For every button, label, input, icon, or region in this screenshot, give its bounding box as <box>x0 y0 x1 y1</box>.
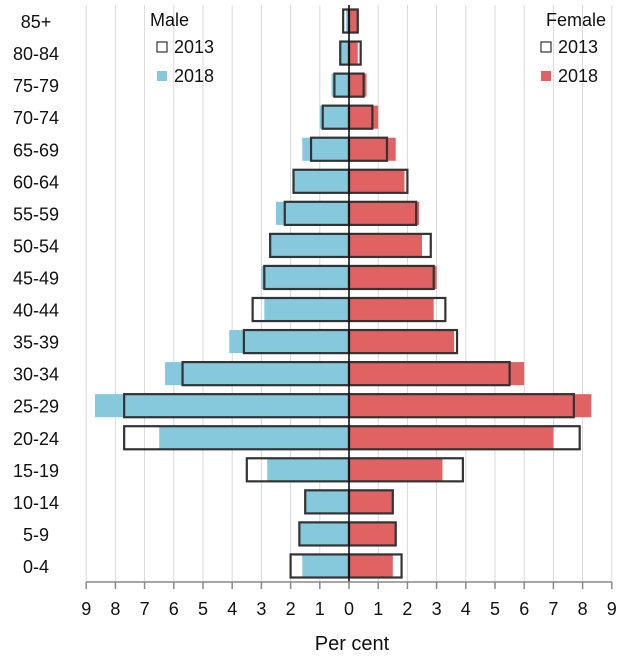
y-tick-label: 50-54 <box>13 236 59 256</box>
bar-female-2018 <box>349 490 393 514</box>
bar-female-2018 <box>349 458 443 482</box>
bar-female-2018 <box>349 554 393 578</box>
y-tick-label: 35-39 <box>13 333 59 353</box>
bar-male-2018 <box>165 362 349 386</box>
x-tick-label: 8 <box>578 599 588 619</box>
bar-male-2018 <box>270 233 349 257</box>
x-tick-label: 1 <box>373 599 383 619</box>
bar-female-2018 <box>349 137 396 161</box>
legend-male-2018-label: 2018 <box>174 66 214 86</box>
y-tick-label: 5-9 <box>23 525 49 545</box>
bar-female-2018 <box>349 105 379 129</box>
bar-female-2018 <box>349 9 358 33</box>
x-tick-label: 5 <box>490 599 500 619</box>
bar-male-2018 <box>276 201 349 225</box>
legend-female-2018-swatch <box>541 71 551 81</box>
bar-male-2018 <box>94 394 350 418</box>
legend-female-2013-label: 2013 <box>558 37 598 57</box>
legend-male-2013-label: 2013 <box>174 37 214 57</box>
bars-2018 <box>94 9 592 578</box>
bar-male-2018 <box>346 9 349 33</box>
bar-female-2018 <box>349 330 455 354</box>
y-tick-label: 55-59 <box>13 204 59 224</box>
x-tick-label: 8 <box>110 599 120 619</box>
bar-male-2018 <box>264 297 349 322</box>
y-tick-label: 20-24 <box>13 429 59 449</box>
x-tick-label: 7 <box>548 599 558 619</box>
x-tick-label: 6 <box>169 599 179 619</box>
legend-female-2013-swatch <box>540 41 552 53</box>
bar-male-2018 <box>302 554 349 578</box>
y-tick-labels: 85+ 80-84 75-79 70-74 65-69 60-64 55-59 50-54 45… <box>13 12 59 577</box>
x-axis-label: Per cent <box>315 633 390 655</box>
bar-female-2018 <box>349 233 422 257</box>
bar-female-2018 <box>349 522 396 546</box>
y-tick-label: 45-49 <box>13 268 59 288</box>
y-tick-label: 25-29 <box>13 397 59 417</box>
x-tick-label: 9 <box>81 599 91 619</box>
y-tick-label: 60-64 <box>13 172 59 192</box>
bar-male-2018 <box>261 265 349 290</box>
x-tick-label: 4 <box>227 599 237 619</box>
bar-female-2018 <box>349 201 420 225</box>
bar-female-2018 <box>349 41 358 65</box>
bar-male-2018 <box>293 169 349 193</box>
legend-male: Male 2013 2018 <box>150 10 214 86</box>
bar-male-2018 <box>302 137 349 161</box>
bar-male-2018 <box>319 105 349 129</box>
legend-male-2013-swatch <box>156 41 168 53</box>
y-tick-label: 80-84 <box>13 44 59 64</box>
x-tick-label: 3 <box>256 599 266 619</box>
x-tick-label: 6 <box>519 599 529 619</box>
x-tick-label: 1 <box>315 599 325 619</box>
x-tick-label: 5 <box>198 599 208 619</box>
legend-female-2018-label: 2018 <box>558 66 598 86</box>
y-tick-label: 75-79 <box>13 76 59 96</box>
x-tick-label: 3 <box>432 599 442 619</box>
bar-female-2018 <box>349 73 367 97</box>
y-tick-label: 40-44 <box>13 301 59 321</box>
y-tick-label: 15-19 <box>13 461 59 481</box>
grid-lines <box>85 5 613 582</box>
bar-male-2018 <box>305 490 349 514</box>
y-tick-label: 30-34 <box>13 365 59 385</box>
y-tick-label: 10-14 <box>13 493 59 513</box>
bar-female-2018 <box>349 426 554 450</box>
x-tick-label: 0 <box>344 599 354 619</box>
bar-male-2018 <box>340 41 349 65</box>
y-tick-label: 70-74 <box>13 108 59 128</box>
bar-female-2018 <box>349 169 405 193</box>
y-tick-label: 65-69 <box>13 140 59 160</box>
y-tick-label: 85+ <box>21 12 52 32</box>
bar-female-2018 <box>349 297 434 322</box>
bar-male-2018 <box>159 426 349 450</box>
bar-female-2018 <box>349 265 437 290</box>
bar-female-2018 <box>349 362 525 386</box>
legend-male-title: Male <box>150 10 189 30</box>
x-tick-label: 9 <box>607 599 617 619</box>
y-tick-label: 0-4 <box>23 557 49 577</box>
bar-male-2018 <box>331 73 349 97</box>
legend-male-2018-swatch <box>157 71 167 81</box>
bar-male-2018 <box>267 458 349 482</box>
legend-female-title: Female <box>546 10 606 30</box>
bar-male-2018 <box>299 522 349 546</box>
x-tick-label: 2 <box>286 599 296 619</box>
x-tick-label: 2 <box>402 599 412 619</box>
x-tick-label: 4 <box>461 599 471 619</box>
legend-female: Female 2013 2018 <box>540 10 606 86</box>
bar-male-2018 <box>229 330 349 354</box>
bar-female-2018 <box>349 394 592 418</box>
x-tick-label: 7 <box>140 599 150 619</box>
